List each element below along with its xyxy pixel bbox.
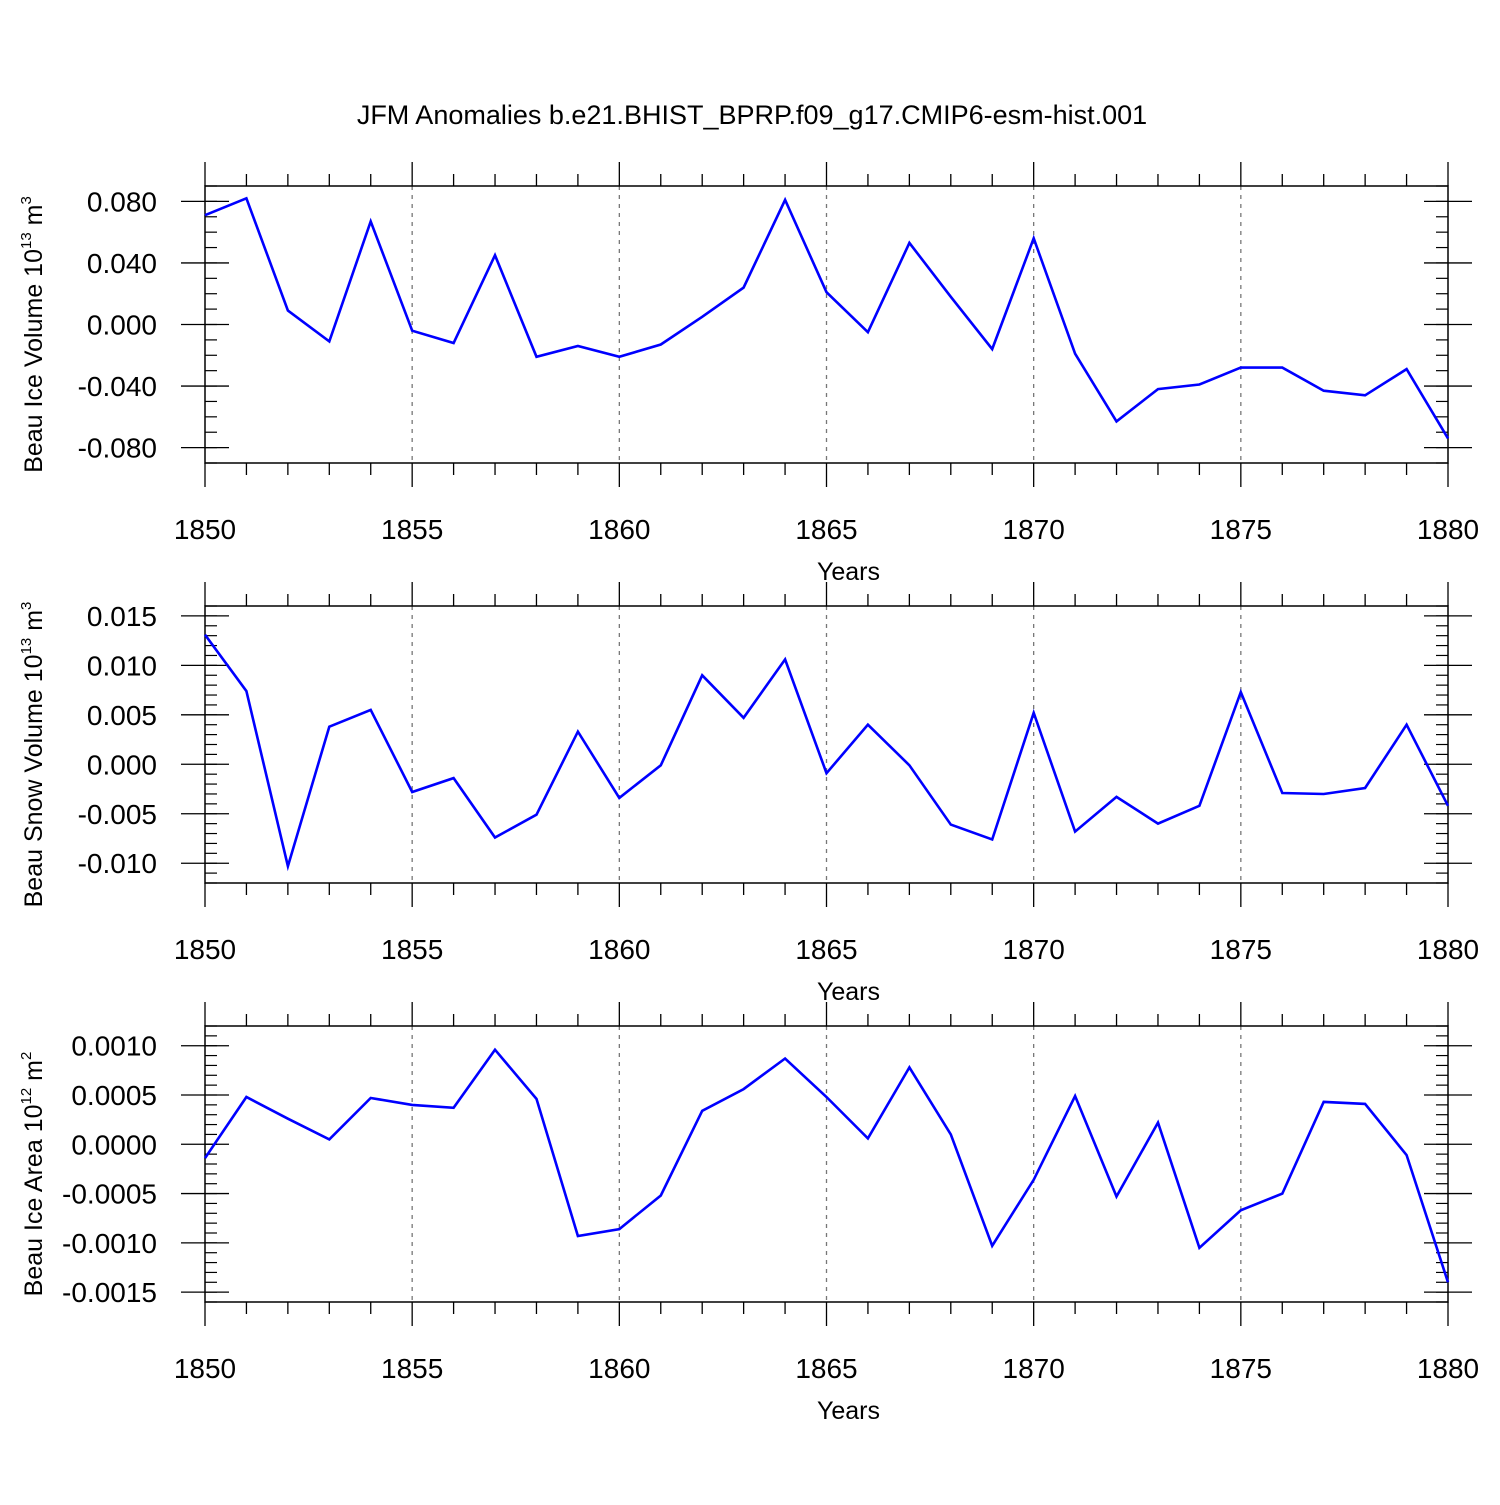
y-tick-label: 0.005 xyxy=(87,700,157,731)
x-tick-label: 1850 xyxy=(174,514,236,545)
x-tick-label: 1870 xyxy=(1003,934,1065,965)
x-tick-label: 1880 xyxy=(1417,514,1479,545)
x-tick-label: 1880 xyxy=(1417,1353,1479,1384)
chart-panel-2: -0.010 -0.005 0.000 0.005 0.010 0.015 1850 1855… xyxy=(18,582,1479,1006)
series-line xyxy=(204,196,1450,440)
y-tick-label: 0.040 xyxy=(87,248,157,279)
x-tick-label: 1860 xyxy=(588,1353,650,1384)
y-tick-label: 0.0010 xyxy=(71,1031,157,1062)
y-axis-label: Beau Ice Area 1012 m2 xyxy=(18,1052,48,1297)
x-tick-label: 1860 xyxy=(588,514,650,545)
y-tick-label: 0.000 xyxy=(87,749,157,780)
y-tick-label: -0.080 xyxy=(78,433,157,464)
chart-title: JFM Anomalies b.e21.BHIST_BPRP.f09_g17.C… xyxy=(357,100,1147,130)
x-tick-label: 1855 xyxy=(381,1353,443,1384)
series-line xyxy=(203,1047,1450,1283)
x-tick-label: 1855 xyxy=(381,934,443,965)
x-axis-label: Years xyxy=(817,978,880,1006)
y-tick-label: -0.0010 xyxy=(62,1228,157,1259)
x-tick-label: 1870 xyxy=(1003,1353,1065,1384)
x-tick-label: 1875 xyxy=(1210,1353,1272,1384)
series-line xyxy=(203,633,1450,872)
x-tick-label: 1860 xyxy=(588,934,650,965)
y-tick-label: 0.010 xyxy=(87,650,157,681)
y-axis-label: Beau Snow Volume 1013 m3 xyxy=(18,602,48,908)
x-axis-label: Years xyxy=(817,1397,880,1425)
x-tick-label: 1875 xyxy=(1210,934,1272,965)
x-axis-label: Years xyxy=(817,558,880,586)
x-tick-label: 1855 xyxy=(381,514,443,545)
y-tick-label: 0.0005 xyxy=(71,1080,157,1111)
x-tick-label: 1870 xyxy=(1003,514,1065,545)
x-tick-label: 1850 xyxy=(174,934,236,965)
y-tick-label: -0.010 xyxy=(78,848,157,879)
y-tick-label: 0.015 xyxy=(87,601,157,632)
y-tick-label: 0.000 xyxy=(87,310,157,341)
x-tick-label: 1880 xyxy=(1417,934,1479,965)
chart-panel-1: -0.080 -0.040 0.000 0.040 0.080 1850 1855 1860 1… xyxy=(18,162,1479,586)
x-tick-label: 1865 xyxy=(795,1353,857,1384)
x-tick-label: 1850 xyxy=(174,1353,236,1384)
y-tick-label: -0.005 xyxy=(78,799,157,830)
x-tick-label: 1875 xyxy=(1210,514,1272,545)
x-tick-label: 1865 xyxy=(795,934,857,965)
y-tick-label: -0.0015 xyxy=(62,1277,157,1308)
y-tick-label: 0.0000 xyxy=(71,1129,157,1160)
y-tick-label: -0.0005 xyxy=(62,1179,157,1210)
y-axis-label: Beau Ice Volume 1013 m3 xyxy=(18,196,48,473)
chart-panel-3: -0.0015 -0.0010 -0.0005 0.0000 0.0005 0.0010 1… xyxy=(18,1002,1479,1425)
y-tick-label: 0.080 xyxy=(87,186,157,217)
x-tick-label: 1865 xyxy=(795,514,857,545)
y-tick-label: -0.040 xyxy=(78,371,157,402)
